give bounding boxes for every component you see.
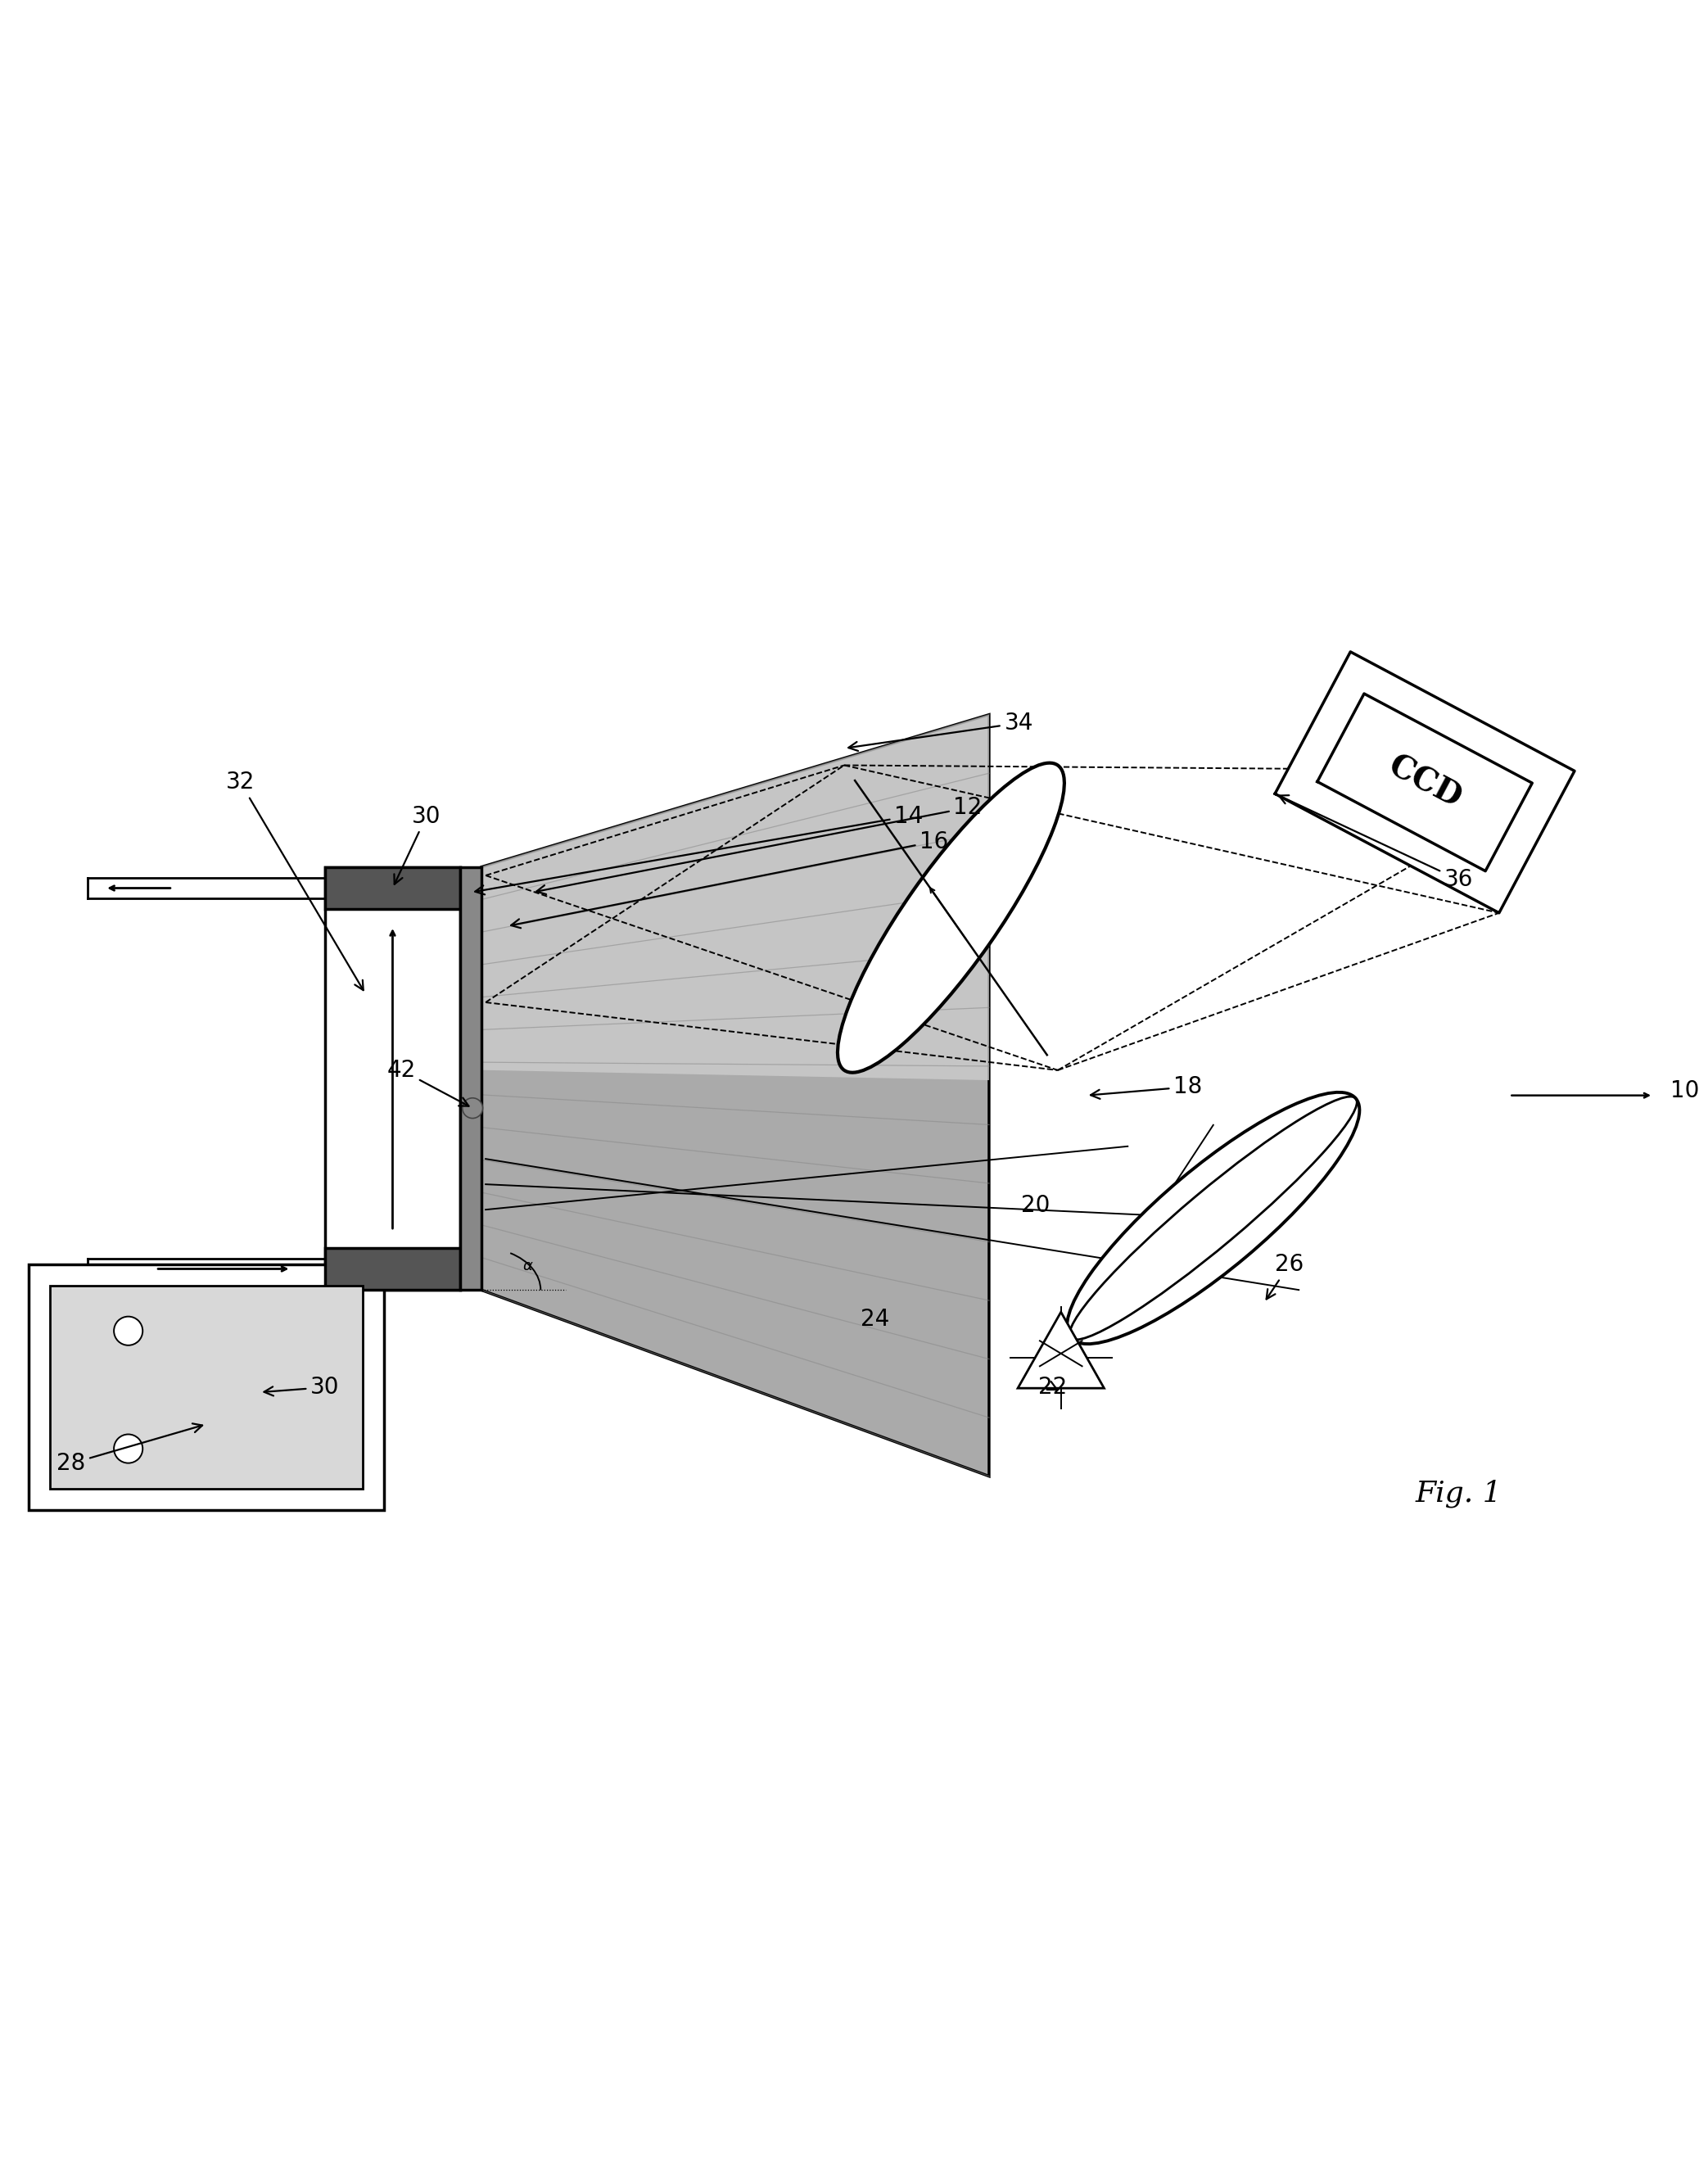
- Bar: [325, 867, 459, 910]
- Text: 24: 24: [861, 1307, 890, 1331]
- Bar: [29, 1264, 384, 1510]
- Circle shape: [463, 1098, 483, 1117]
- Text: 34: 34: [849, 712, 1033, 751]
- Bar: [459, 867, 482, 1290]
- Bar: [325, 1247, 459, 1290]
- Text: 12: 12: [536, 796, 982, 895]
- Text: 22: 22: [1038, 1376, 1068, 1398]
- Polygon shape: [1018, 1311, 1103, 1389]
- Text: 32: 32: [225, 770, 364, 990]
- Text: CCD: CCD: [1383, 751, 1467, 815]
- Text: Fig. 1: Fig. 1: [1416, 1480, 1501, 1508]
- Text: 36: 36: [1279, 796, 1472, 891]
- Ellipse shape: [837, 764, 1064, 1072]
- Polygon shape: [1274, 651, 1575, 912]
- Polygon shape: [482, 714, 989, 1475]
- Text: $\alpha$: $\alpha$: [523, 1260, 533, 1275]
- Bar: [50, 1286, 364, 1488]
- Bar: [325, 867, 459, 1290]
- Circle shape: [114, 1316, 143, 1346]
- Text: 30: 30: [265, 1376, 340, 1398]
- Text: 10: 10: [1670, 1081, 1699, 1102]
- Polygon shape: [482, 714, 989, 1081]
- Circle shape: [114, 1434, 143, 1462]
- Polygon shape: [1317, 695, 1532, 871]
- Text: 14: 14: [475, 805, 922, 895]
- Text: 42: 42: [386, 1059, 468, 1107]
- Text: 16: 16: [511, 830, 948, 928]
- Text: 18: 18: [1091, 1076, 1202, 1098]
- Text: 28: 28: [56, 1424, 202, 1475]
- Text: 26: 26: [1266, 1253, 1303, 1299]
- Ellipse shape: [1068, 1091, 1360, 1344]
- Text: 30: 30: [395, 805, 441, 884]
- Text: 20: 20: [1021, 1195, 1050, 1217]
